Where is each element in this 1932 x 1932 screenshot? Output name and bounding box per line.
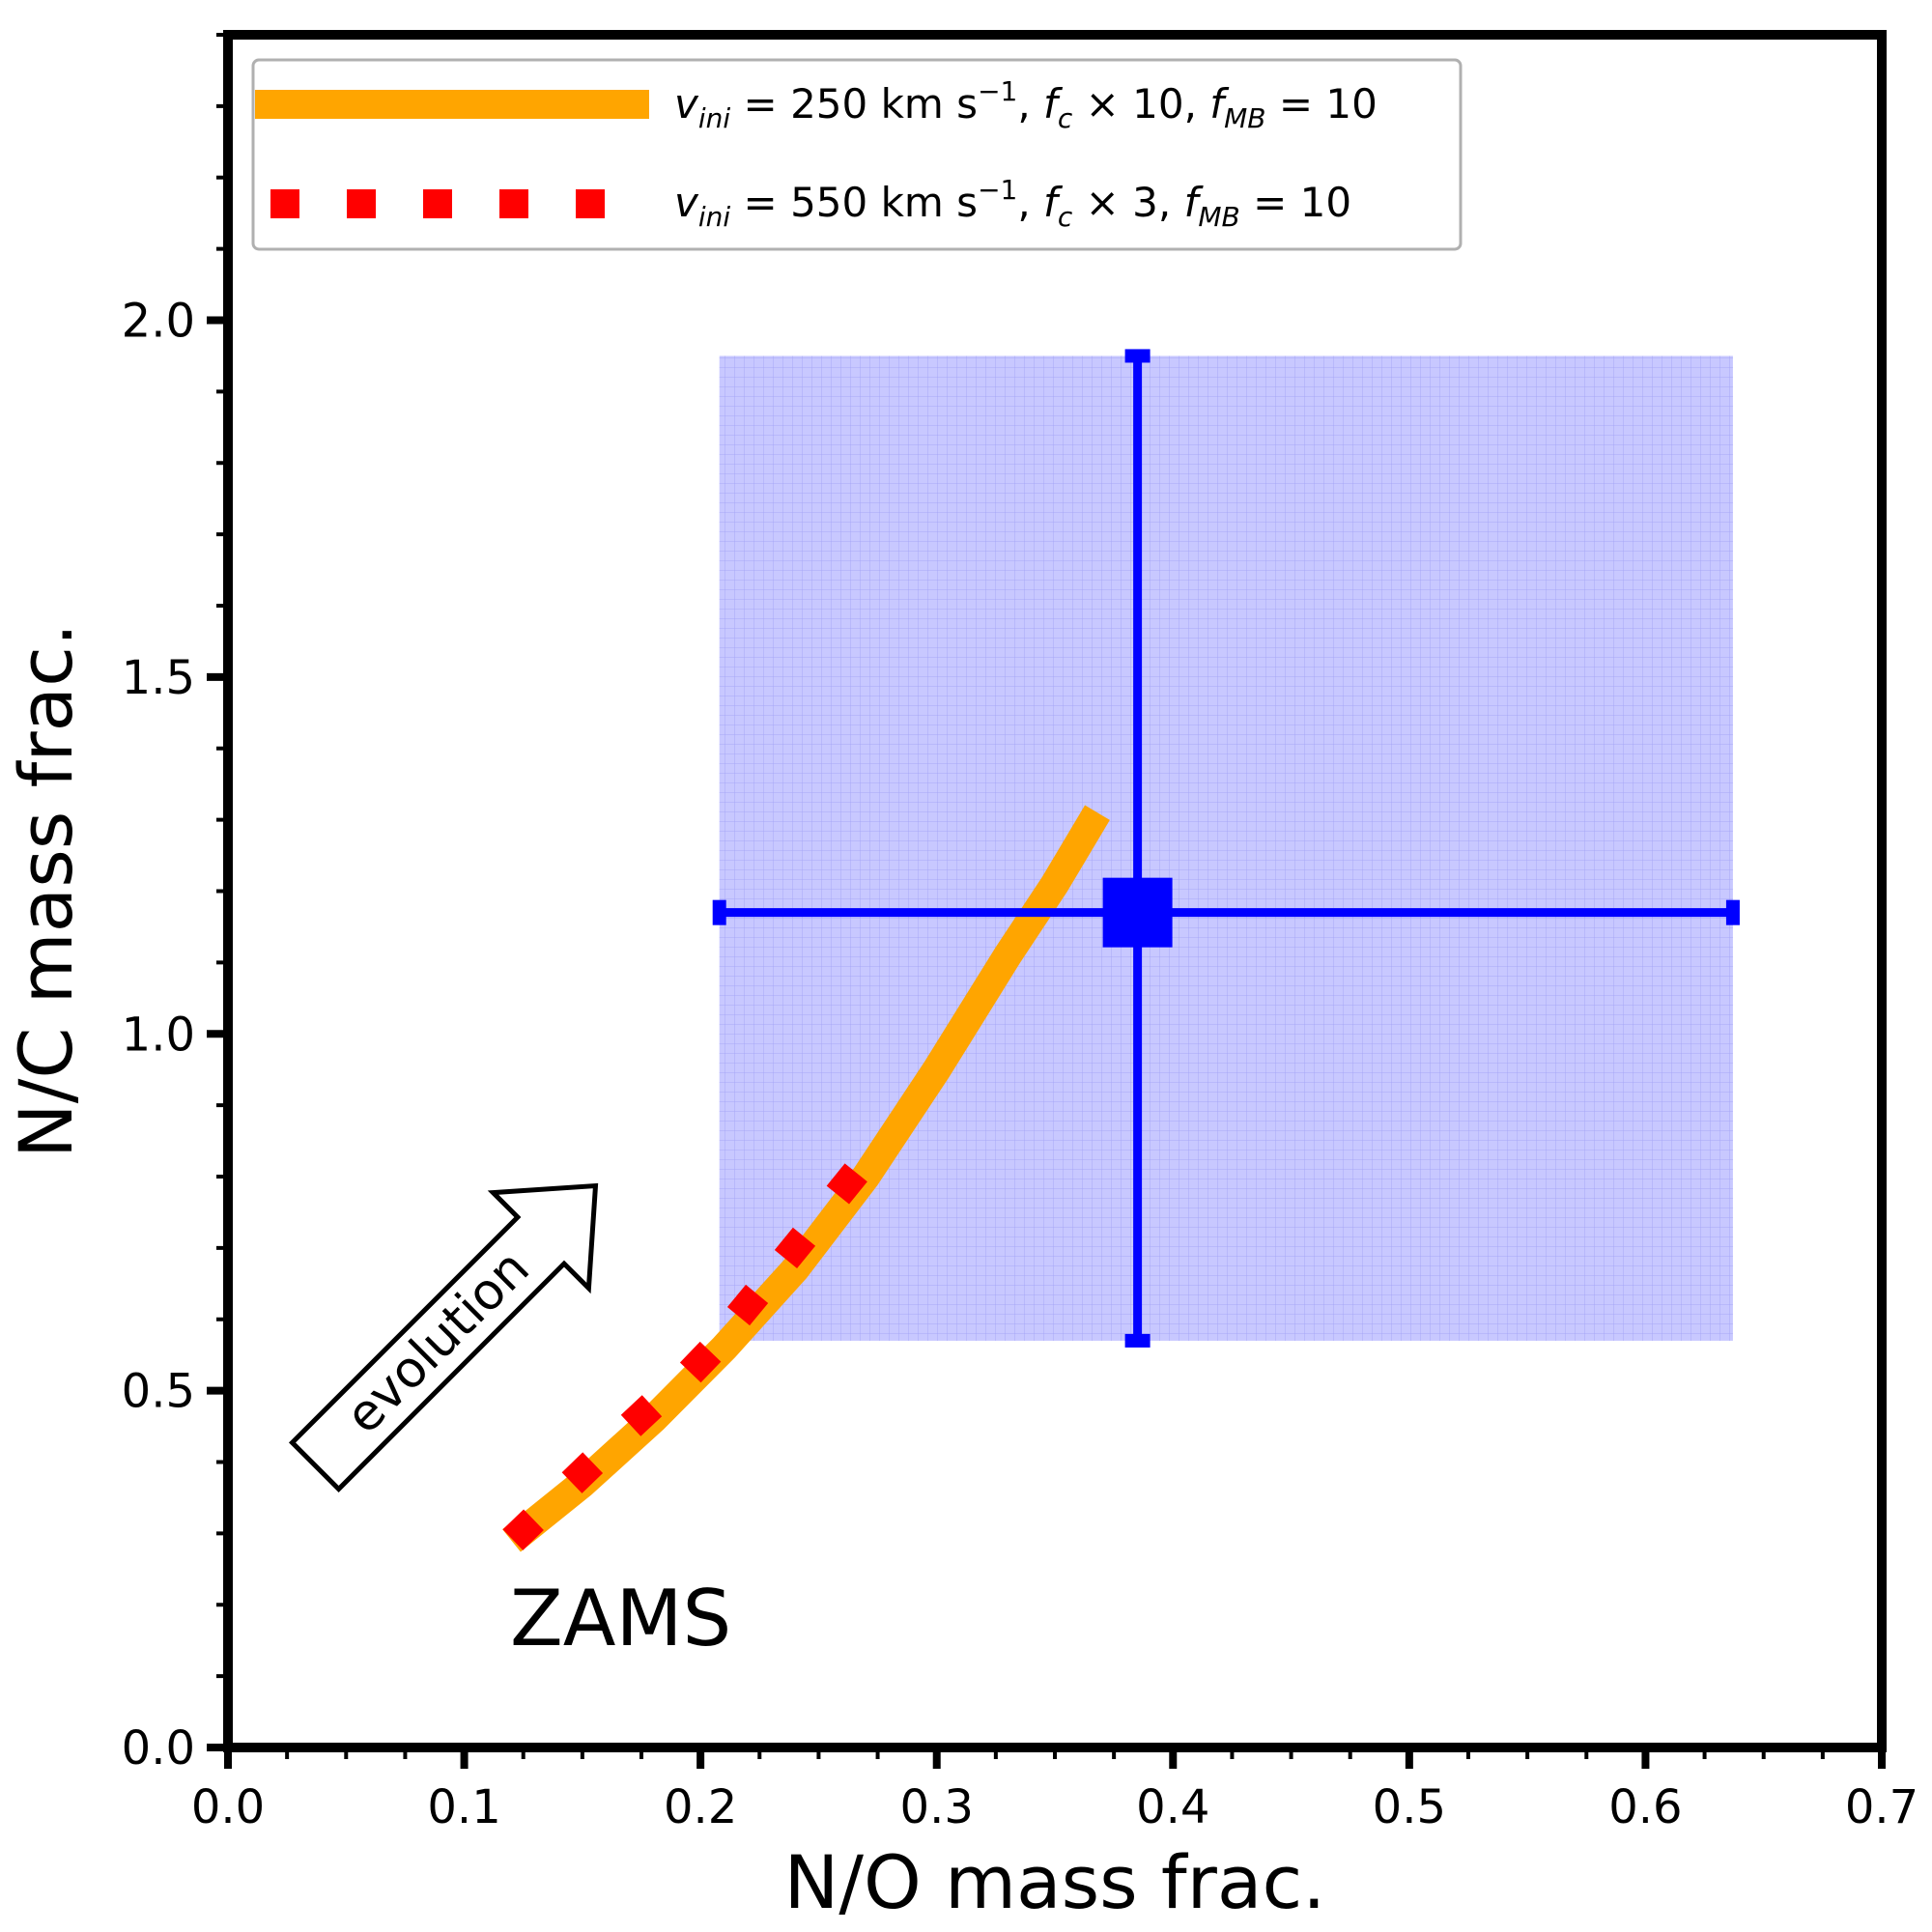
x-axis-label: N/O mass frac.	[784, 1839, 1326, 1925]
legend: vini = 250 km s−1, fc × 10, fMB = 10 vin…	[251, 58, 1463, 251]
series-2-point	[826, 1163, 867, 1205]
legend-swatch-square	[423, 189, 452, 218]
y-tick-label: 0.5	[122, 1365, 195, 1419]
series-2-point	[620, 1395, 663, 1436]
zams-annotation: ZAMS	[510, 1574, 731, 1663]
legend-swatch-square	[347, 189, 376, 218]
error-bar-cap	[1124, 1333, 1151, 1348]
series-line-1	[502, 805, 1110, 1552]
observation-hatch	[719, 355, 1733, 1341]
y-tick-label: 1.0	[122, 1008, 195, 1062]
observation-errorbars	[712, 349, 1740, 1348]
x-tick-label: 0.2	[664, 1780, 737, 1834]
legend-swatch-square	[270, 189, 299, 218]
x-tick-label: 0.3	[900, 1780, 974, 1834]
x-tick-label: 0.6	[1608, 1780, 1682, 1834]
y-tick-label: 1.5	[122, 651, 195, 705]
y-axis-label: N/C mass frac.	[3, 623, 89, 1158]
y-tick-label: 0.0	[122, 1721, 195, 1776]
x-tick-label: 0.7	[1845, 1780, 1918, 1834]
series-2-point	[726, 1284, 769, 1326]
legend-entry-2: vini = 550 km s−1, fc × 3, fMB = 10	[674, 174, 1351, 233]
x-axis: 0.0 0.1 0.2 0.3 0.4 0.5 0.6 0.7	[191, 1747, 1918, 1834]
legend-entry-1: vini = 250 km s−1, fc × 10, fMB = 10	[674, 75, 1378, 134]
x-tick-label: 0.0	[191, 1780, 265, 1834]
evolution-annotation: evolution	[335, 1239, 541, 1445]
legend-swatch-square	[576, 189, 605, 218]
y-tick-label: 2.0	[122, 295, 195, 349]
x-tick-label: 0.5	[1373, 1780, 1446, 1834]
legend-swatch-red	[270, 189, 605, 218]
series-2-point	[679, 1341, 722, 1383]
observation-marker	[1102, 877, 1173, 948]
error-bar-cap	[1725, 899, 1740, 925]
evolution-arrow-shape	[289, 1182, 599, 1492]
observation-region	[719, 355, 1733, 1341]
error-bar-cap	[712, 899, 726, 925]
error-bar-cap	[1124, 349, 1151, 363]
x-tick-label: 0.1	[427, 1780, 500, 1834]
series-2-point	[561, 1452, 604, 1493]
series-2-point	[774, 1227, 816, 1269]
series-2-point	[502, 1509, 544, 1550]
x-tick-label: 0.4	[1136, 1780, 1209, 1834]
legend-swatch-square	[499, 189, 528, 218]
y-axis: 0.0 0.5 1.0 1.5 2.0	[122, 33, 228, 1776]
